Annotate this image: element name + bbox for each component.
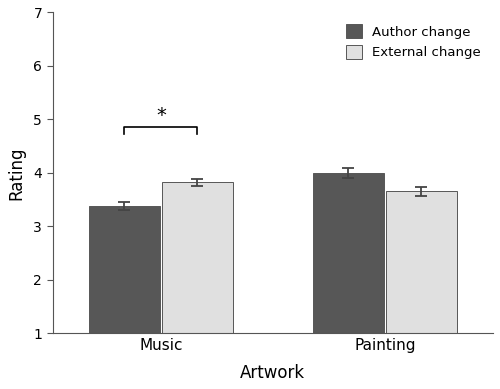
Legend: Author change, External change: Author change, External change (341, 19, 486, 65)
Bar (162, 182, 232, 333)
Bar (313, 173, 384, 333)
Bar (89, 206, 160, 333)
Y-axis label: Rating: Rating (7, 146, 25, 200)
Bar (386, 191, 456, 333)
X-axis label: Artwork: Artwork (240, 364, 306, 382)
Text: *: * (156, 106, 166, 125)
